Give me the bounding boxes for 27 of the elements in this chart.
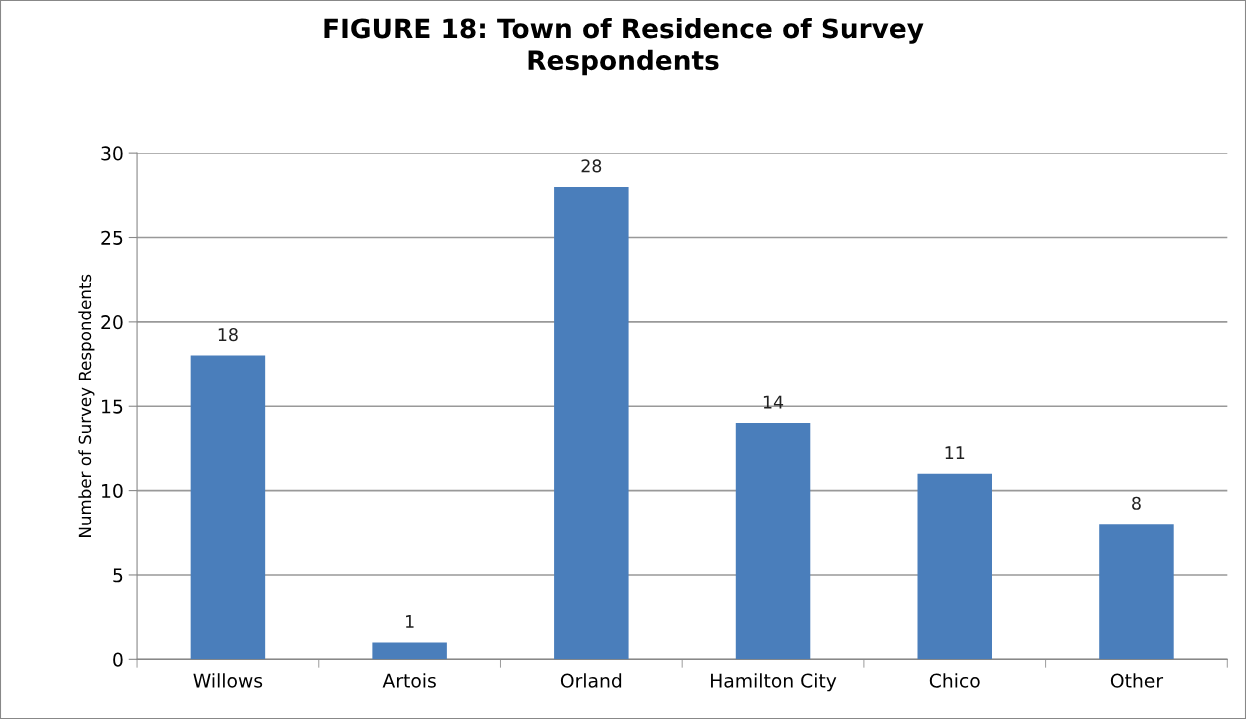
y-tick-label: 20 xyxy=(101,315,123,330)
data-label: 11 xyxy=(945,446,965,459)
data-label: 8 xyxy=(1132,496,1141,510)
y-tick-label: 10 xyxy=(102,483,123,498)
data-label: 18 xyxy=(218,328,238,342)
chart-title: FIGURE 18: Town of Residence of Survey Respondents xyxy=(324,17,924,76)
data-label: 14 xyxy=(763,395,784,409)
y-axis-title: Number of Survey Respondents xyxy=(78,274,95,537)
y-tick-label: 0 xyxy=(113,652,123,667)
x-tick-label: Willows xyxy=(193,673,263,688)
bar xyxy=(372,642,447,660)
x-tick-label: Other xyxy=(1110,673,1164,688)
data-label: 1 xyxy=(406,615,414,628)
bar xyxy=(1099,524,1174,660)
y-tick-label: 30 xyxy=(101,146,123,161)
x-tick-label: Artois xyxy=(382,673,436,688)
bar xyxy=(917,473,992,660)
bar xyxy=(190,355,266,660)
bar xyxy=(554,186,629,660)
x-tick-label: Hamilton City xyxy=(711,673,837,692)
x-tick-label: Orland xyxy=(560,673,622,688)
y-tick-label: 25 xyxy=(101,230,123,245)
x-tick-label: Chico xyxy=(929,673,980,688)
bar xyxy=(735,423,811,660)
y-tick-label: 15 xyxy=(102,399,123,414)
data-label: 28 xyxy=(581,159,602,173)
y-tick-label: 5 xyxy=(113,568,123,583)
